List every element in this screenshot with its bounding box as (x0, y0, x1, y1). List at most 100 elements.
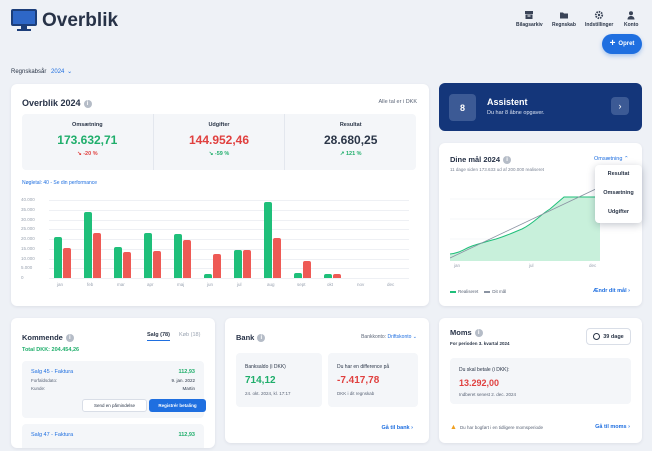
x-label-jan: jan (454, 263, 461, 268)
chart-bar[interactable] (93, 233, 101, 278)
plus-icon: + (609, 38, 616, 49)
nav-indstillinger[interactable]: Indstillinger (585, 10, 613, 28)
chevron-down-icon: ⌄ (412, 334, 417, 340)
bank-difference-box: Du har en difference på -7.417,78 DKK i … (328, 353, 418, 407)
bank-difference-value: -7.417,78 (337, 375, 380, 386)
gridline (49, 258, 409, 260)
folder-icon (559, 12, 568, 19)
dropdown-option-resultat[interactable]: Resultat (607, 171, 630, 177)
info-icon[interactable]: i (474, 329, 483, 338)
chart-bar[interactable] (294, 273, 302, 278)
upcoming-item[interactable]: Salg 45 - Faktura 112,93 Forfaldsdato: 9… (22, 361, 206, 418)
info-icon[interactable]: i (257, 334, 266, 343)
x-tick-label: maj (177, 282, 185, 287)
chart-bar[interactable] (333, 274, 341, 278)
chart-bar[interactable] (213, 253, 221, 278)
gear-icon (595, 10, 604, 20)
dropdown-option-udgifter[interactable]: Udgifter (607, 209, 630, 215)
kpi-row: Nøgletal: 40 - Se din performance (22, 180, 98, 186)
info-icon[interactable]: i (65, 334, 74, 343)
bank-balance-box: Banksaldo (i DKK) 714,12 24. okt. 2024, … (236, 353, 322, 407)
archive-icon (525, 11, 534, 19)
tab-sales[interactable]: Salg (78) (147, 332, 170, 341)
chart-bar[interactable] (183, 239, 191, 278)
chart-bar[interactable] (174, 234, 182, 278)
gridline (49, 278, 409, 279)
chart-bar[interactable] (264, 201, 272, 278)
chart-bar[interactable] (204, 274, 212, 278)
gridline (49, 200, 409, 201)
chart-bar[interactable] (303, 261, 311, 278)
goal-line (450, 186, 600, 259)
dropdown-option-omsaetning[interactable]: Omsætning (603, 190, 634, 196)
clock-icon (593, 333, 601, 340)
assistant-card[interactable]: 8 Assistent Du har 8 åbne opgaver. (439, 83, 642, 131)
stat-change: ↗ 121 % (339, 151, 362, 157)
info-icon[interactable]: i (83, 99, 92, 108)
nav-konto[interactable]: Konto (624, 10, 638, 28)
chart-bar[interactable] (153, 250, 161, 278)
chevron-right-icon[interactable]: › (611, 97, 629, 115)
go-to-bank-link[interactable]: Gå til bank › (381, 425, 414, 431)
fiscal-year-selector[interactable]: Regnskabsår 2024 ⌄ (11, 69, 73, 75)
goals-title: Dine mål 2024 i (450, 155, 512, 165)
goal-type-dropdown: Resultat Omsætning Udgifter (595, 165, 642, 223)
stat-value: 28.680,25 (323, 133, 378, 147)
chart-bar[interactable] (234, 249, 242, 278)
chart-bar[interactable] (84, 211, 92, 278)
legend-realized: Realiseret (450, 289, 478, 294)
bank-account-selector[interactable]: Bankkonto: Driftskonto ⌄ (361, 334, 417, 340)
change-goal-link[interactable]: Ændr dit mål › (593, 288, 630, 294)
assistant-title: Assistent (487, 97, 528, 107)
stat-expenses: Udgifter 144.952,46 ↘ -59 % (154, 114, 286, 170)
tab-purchases[interactable]: Køb (18) (179, 332, 201, 338)
goal-type-selector[interactable]: Omsætning ⌃ (594, 156, 629, 162)
realized-area (450, 197, 600, 261)
send-reminder-button[interactable]: Send en påmindelse (82, 399, 147, 412)
create-button[interactable]: + Opret (602, 34, 642, 54)
chevron-up-icon: ⌃ (623, 156, 629, 162)
chart-bar[interactable] (144, 233, 152, 278)
chart-bar[interactable] (63, 247, 71, 278)
vat-days-badge: 39 dage (586, 328, 631, 345)
user-icon (627, 11, 635, 20)
x-label-dec: dec (589, 263, 597, 268)
chart-bar[interactable] (324, 274, 332, 278)
upcoming-card: Kommende i Salg (78) Køb (18) Total DKK: … (11, 318, 215, 448)
vat-payment-box: Du skal betale (i DKK): 13.292,00 Indber… (450, 358, 631, 404)
chevron-down-icon: ⌄ (67, 69, 73, 75)
vat-period: For perioden 3. kvartal 2024 (450, 341, 510, 346)
info-icon[interactable]: i (503, 156, 512, 165)
chart-bar[interactable] (123, 251, 131, 278)
realized-line (450, 196, 600, 255)
y-tick-label: 5.000 (21, 265, 33, 271)
task-count-badge: 8 (449, 94, 476, 121)
chart-bar[interactable] (273, 238, 281, 278)
vat-title: Moms i (450, 328, 483, 338)
upcoming-item[interactable]: Salg 47 - Faktura 112,93 (22, 424, 204, 448)
chart-bar[interactable] (243, 249, 251, 278)
register-payment-button[interactable]: Registrér betaling (149, 399, 206, 412)
gridline (49, 219, 409, 221)
fiscal-year-value: 2024 (51, 69, 65, 75)
x-label-jul: jul (529, 263, 534, 268)
gridline (49, 268, 409, 270)
chart-bar[interactable] (54, 237, 62, 278)
y-tick-label: 15.000 (21, 245, 35, 251)
upcoming-total: Total DKK: 204.454,26 (22, 347, 80, 353)
x-tick-label: jan (57, 282, 64, 287)
y-tick-label: 40.000 (21, 197, 35, 202)
go-to-vat-link[interactable]: Gå til moms › (595, 424, 630, 430)
gridline (49, 229, 409, 231)
stat-change: ↘ -20 % (77, 151, 98, 157)
goal-summary: 11 dage siden 173.633 ud af 200.000 real… (450, 167, 544, 172)
nav-regnskab[interactable]: Regnskab (552, 10, 576, 28)
chart-bar[interactable] (114, 246, 122, 278)
y-tick-label: 35.000 (21, 206, 35, 212)
x-tick-label: mar (117, 282, 125, 287)
kpi-link[interactable]: 40 - Se din performance (43, 180, 98, 186)
nav-bilagsarkiv[interactable]: Bilagsarkiv (516, 10, 543, 28)
y-tick-label: 0 (21, 275, 24, 280)
x-tick-label: dec (387, 282, 395, 287)
